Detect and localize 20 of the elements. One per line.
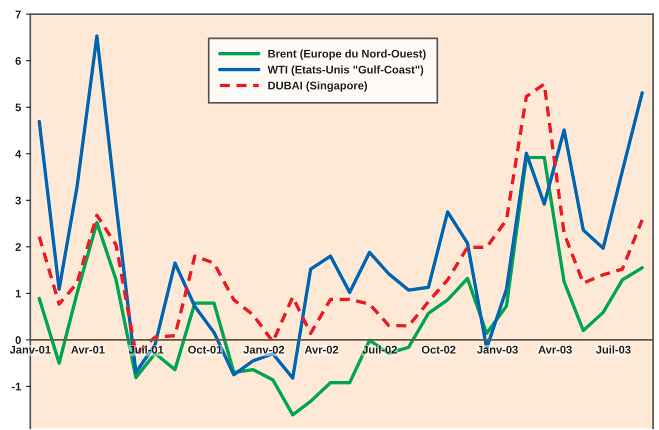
x-tick-label: Juil-03	[596, 345, 631, 354]
y-tick-label: 0	[16, 336, 21, 344]
x-tick-label: Janv-03	[477, 346, 518, 354]
y-tick-label: 6	[16, 56, 21, 65]
y-tick-label: 5	[15, 104, 21, 112]
x-tick-label: Avr-01	[71, 346, 105, 354]
y-tick-label: -1	[12, 382, 21, 390]
x-tick-label: Janv-01	[10, 346, 51, 354]
legend-label: WTI (Etats-Unis "Gulf-Coast")	[268, 65, 424, 76]
legend-label: DUBAI (Singapore)	[268, 81, 368, 92]
legend-label: Brent (Europe du Nord-Ouest)	[268, 49, 426, 60]
y-tick-label: 1	[16, 290, 21, 298]
x-tick-label: Avr-03	[538, 346, 572, 354]
y-tick-label: 3	[15, 196, 21, 204]
y-tick-label: 7	[16, 10, 21, 18]
x-tick-label: Janv-02	[243, 346, 284, 354]
y-tick-label: 2	[15, 243, 21, 251]
y-tick-label: 4	[15, 150, 22, 158]
x-tick-label: Avr-02	[304, 346, 338, 354]
x-tick-label: Oct-02	[422, 346, 456, 354]
